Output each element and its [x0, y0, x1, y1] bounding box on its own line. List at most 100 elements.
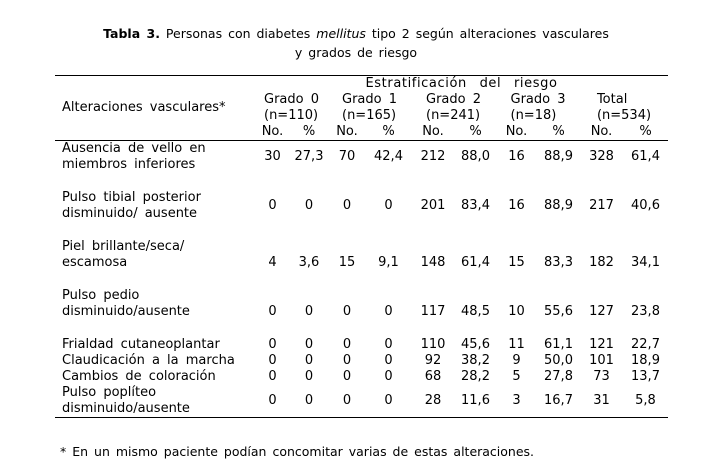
cell-value: 0	[304, 337, 314, 352]
cell-value: 42,4	[374, 149, 403, 164]
row-gap	[55, 222, 668, 239]
subheader-pct: %	[537, 124, 580, 141]
cell-value: 15	[508, 255, 525, 270]
cell-value: 0	[384, 198, 393, 213]
cell-value: 101	[589, 353, 614, 368]
cell-value: 50,0	[544, 353, 573, 368]
cell-value: 88,0	[461, 149, 490, 164]
cell-value: 5	[512, 369, 521, 384]
cell-value: 127	[589, 304, 614, 319]
cell-value: 16	[508, 149, 525, 164]
table-row: Ausencia de vello en miembros inferiores…	[55, 141, 668, 174]
cell-value: 5,8	[635, 393, 656, 408]
subheader-pct: %	[623, 124, 668, 141]
title-segment-1: Personas con diabetes	[159, 26, 317, 41]
row-gap	[55, 320, 668, 337]
title-prefix: Tabla 3.	[103, 26, 160, 41]
row-label: Pulso tibial posterior disminuido/ ausen…	[62, 190, 201, 221]
column-header-alterations: Alteraciones vasculares*	[55, 75, 255, 141]
cell-value: 9,1	[378, 255, 399, 270]
cell-value: 38,2	[461, 353, 490, 368]
subheader-no: No.	[496, 124, 537, 141]
row-label: Pulso poplíteo disminuido/ausente	[62, 385, 190, 416]
cell-value: 16,7	[544, 393, 573, 408]
cell-value: 0	[384, 337, 393, 352]
footnote: * En un mismo paciente podían concomitar…	[60, 444, 535, 459]
title-line-2: y grados de riesgo	[294, 45, 418, 60]
row-gap-cell	[55, 173, 668, 190]
cell-value: 0	[342, 369, 352, 384]
row-gap	[55, 271, 668, 288]
group-header-grado-1: Grado 1 (n=165)	[328, 92, 411, 124]
header-row-stratification: Alteraciones vasculares* Estratificación…	[55, 75, 668, 141]
cell-value: 0	[342, 198, 352, 213]
row-gap-cell	[55, 320, 668, 337]
cell-value: 11,6	[461, 393, 490, 408]
group-header-text: Grado 3 (n=18)	[510, 92, 566, 123]
cell-value: 27,3	[294, 149, 324, 164]
row-gap	[55, 173, 668, 190]
data-table: Alteraciones vasculares* Estratificación…	[55, 75, 668, 418]
group-header-text: Grado 2 (n=241)	[426, 92, 481, 123]
cell-value: 182	[589, 255, 614, 270]
subheader-no: No.	[255, 124, 290, 141]
title-segment-2: tipo 2 según alteraciones vasculares	[365, 26, 609, 41]
cell-value: 30	[264, 149, 281, 164]
cell-value: 0	[384, 304, 393, 319]
cell-value: 0	[342, 353, 352, 368]
cell-value: 0	[384, 353, 393, 368]
cell-value: 10	[508, 304, 525, 319]
cell-value: 88,9	[544, 149, 573, 164]
table-body: Ausencia de vello en miembros inferiores…	[55, 141, 668, 418]
title-italic: mellitus	[316, 26, 366, 41]
table-row: Pulso poplíteo disminuido/ausente 0 0 0 0 28 1…	[55, 385, 668, 418]
cell-value: 11	[508, 337, 525, 352]
subheader-no: No.	[580, 124, 623, 141]
cell-value: 0	[268, 353, 277, 368]
cell-value: 0	[304, 304, 314, 319]
subheader-no: No.	[328, 124, 366, 141]
cell-value: 40,6	[631, 198, 660, 213]
cell-value: 0	[268, 393, 277, 408]
group-header-text: Grado 0 (n=110)	[264, 92, 319, 123]
span-header-stratification: Estratificación del riesgo	[365, 76, 558, 91]
table-row: Frialdad cutaneoplantar 0 0 0 0 110 45,6 11 61,1…	[55, 337, 668, 353]
table-row: Cambios de coloración 0 0 0 0 68 28,2 5 27,8 73 13…	[55, 369, 668, 385]
cell-value: 201	[420, 198, 446, 213]
cell-value: 0	[268, 369, 277, 384]
cell-value: 88,9	[544, 198, 573, 213]
cell-value: 4	[268, 255, 277, 270]
cell-value: 23,8	[631, 304, 660, 319]
cell-value: 0	[384, 369, 393, 384]
cell-value: 68	[424, 369, 442, 384]
cell-value: 22,7	[631, 337, 660, 352]
group-header-text: Total (n=534)	[596, 92, 652, 123]
cell-value: 110	[420, 337, 446, 352]
cell-value: 28,2	[461, 369, 490, 384]
table-row: Pulso tibial posterior disminuido/ ausen…	[55, 190, 668, 222]
cell-value: 27,8	[544, 369, 573, 384]
table-row: Piel brillante/seca/ escamosa 4 3,6 15 9,1 14…	[55, 239, 668, 271]
cell-value: 0	[304, 393, 314, 408]
cell-value: 28	[424, 393, 442, 408]
cell-value: 9	[512, 353, 521, 368]
cell-value: 117	[420, 304, 446, 319]
row-label: Pulso pedio disminuido/ausente	[62, 288, 190, 319]
row-label: Piel brillante/seca/ escamosa	[62, 239, 185, 270]
cell-value: 0	[342, 304, 352, 319]
cell-value: 0	[304, 198, 314, 213]
table-row: Claudicación a la marcha 0 0 0 0 92 38,2 9 50,0 1…	[55, 353, 668, 369]
table-row: Pulso pedio disminuido/ausente 0 0 0 0 117 48,…	[55, 288, 668, 320]
cell-value: 3	[512, 393, 521, 408]
cell-value: 73	[593, 369, 610, 384]
cell-value: 217	[589, 198, 614, 213]
subheader-pct: %	[366, 124, 411, 141]
cell-value: 61,4	[461, 255, 490, 270]
subheader-pct: %	[290, 124, 328, 141]
cell-value: 18,9	[631, 353, 660, 368]
row-gap-cell	[55, 222, 668, 239]
group-header-text: Grado 1 (n=165)	[342, 92, 397, 123]
cell-value: 61,1	[544, 337, 573, 352]
cell-value: 61,4	[631, 149, 660, 164]
cell-value: 15	[338, 255, 356, 270]
